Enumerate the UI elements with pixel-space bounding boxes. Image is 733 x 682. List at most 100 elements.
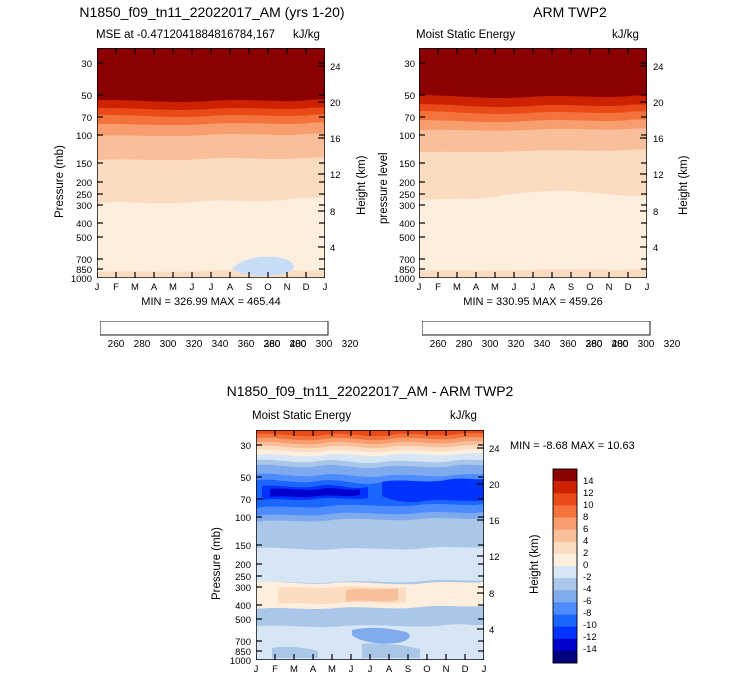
p1-cb-400: 320 [185, 339, 203, 350]
p2-h-20: 20 [653, 98, 664, 109]
p3-cb-m4: -4 [583, 584, 592, 595]
p1-month: J [208, 282, 214, 293]
p3-tick-700: 700 [235, 637, 251, 648]
p1-tick-300: 300 [76, 201, 92, 212]
panel-model-title: N1850_f09_tn11_22022017_AM (yrs 1-20) [79, 4, 345, 20]
panel-model-plot [97, 48, 325, 278]
p3-month: J [348, 664, 354, 675]
p3-month: A [385, 664, 393, 675]
p1-tick-1000: 1000 [70, 274, 92, 285]
p3-tick-300: 300 [235, 583, 251, 594]
p2-h-16: 16 [653, 134, 664, 145]
p2-tick-70: 70 [404, 113, 415, 124]
p1-tick-400: 400 [76, 219, 92, 230]
p1-tick-250: 250 [76, 190, 92, 201]
p1-month: A [150, 282, 158, 293]
p1-cb-320: 320 [341, 339, 359, 350]
p2-month: J [416, 282, 422, 293]
p2-month: S [567, 282, 575, 293]
p1-cb-e2: 360 [237, 339, 255, 350]
p3-cb-4: 4 [583, 536, 589, 547]
p1-month: A [226, 282, 234, 293]
p3-tick-100: 100 [235, 513, 251, 524]
p3-cb-m14: -14 [583, 644, 597, 655]
p1-month: F [113, 282, 119, 293]
p1-cb-340: 260 [107, 339, 125, 350]
p2-tick-1000: 1000 [393, 274, 415, 285]
p1-cb-280: 280 [289, 339, 307, 350]
p2-month: A [548, 282, 556, 293]
p3-month: F [272, 664, 278, 675]
p3-month: J [367, 664, 373, 675]
panel-model-ylabel-right: Height (km) [356, 155, 368, 215]
panel-obs-subtitle-left: Moist Static Energy [416, 29, 516, 41]
p3-cb-14: 14 [583, 476, 594, 487]
p1-month: J [189, 282, 195, 293]
p2-cb-e2: 360 [559, 339, 577, 350]
panel-diff-subtitle-left: Moist Static Energy [252, 410, 352, 422]
p2-month: J [644, 282, 650, 293]
p2-month: A [472, 282, 480, 293]
p1-tick-70: 70 [81, 113, 92, 124]
p1-h-8: 8 [330, 207, 336, 218]
p2-tick-700: 700 [399, 255, 415, 266]
p2-h-12: 12 [653, 170, 664, 181]
p1-month: J [322, 282, 328, 293]
p3-cb-m10: -10 [583, 620, 597, 631]
p1-cb-360: 280 [133, 339, 151, 350]
p2-tick-50: 50 [404, 91, 415, 102]
p3-tick-500: 500 [235, 615, 251, 626]
p2-month: M [491, 282, 499, 293]
p1-tick-50: 50 [81, 91, 92, 102]
p2-tick-500: 500 [399, 233, 415, 244]
p1-tick-850: 850 [76, 265, 92, 276]
p2-tick-400: 400 [399, 219, 415, 230]
p1-h-20: 20 [330, 98, 341, 109]
p3-cb-8: 8 [583, 512, 589, 523]
p1-month: S [245, 282, 253, 293]
p1-tick-500: 500 [76, 233, 92, 244]
p2-tick-100: 100 [399, 131, 415, 142]
panel-model-colorbar [100, 321, 329, 336]
p3-cb-m8: -8 [583, 608, 592, 619]
p1-cb-e1: 340 [211, 339, 229, 350]
p3-month: N [442, 664, 450, 675]
p3-cb-0: 0 [583, 560, 589, 571]
p2-cb-320: 320 [663, 339, 681, 350]
panel-diff-title: N1850_f09_tn11_22022017_AM - ARM TWP2 [226, 383, 514, 399]
p1-cb-e4: 400 [289, 339, 307, 350]
p3-tick-50: 50 [240, 473, 251, 484]
p2-month: D [624, 282, 632, 293]
p2-cb-260: 260 [585, 339, 603, 350]
p2-cb-e1: 340 [533, 339, 551, 350]
p3-month: J [481, 664, 487, 675]
p3-tick-400: 400 [235, 601, 251, 612]
p3-tick-250: 250 [235, 572, 251, 583]
panel-obs-subtitle-right: kJ/kg [612, 29, 639, 41]
panel-obs-colorbar [422, 321, 651, 336]
panel-diff-minmax: MIN = -8.68 MAX = 10.63 [510, 440, 635, 452]
p3-cb-m6: -6 [583, 596, 592, 607]
p3-month: A [309, 664, 317, 675]
p3-h-16: 16 [489, 516, 500, 527]
p1-tick-150: 150 [76, 159, 92, 170]
p3-cb-m2: -2 [583, 572, 592, 583]
p3-month: M [290, 664, 298, 675]
p2-tick-850: 850 [399, 265, 415, 276]
panel-diff-subtitle-right: kJ/kg [450, 410, 477, 422]
p1-month: N [283, 282, 291, 293]
p2-month: J [530, 282, 536, 293]
p3-cb-6: 6 [583, 524, 589, 535]
p3-cb-10: 10 [583, 500, 594, 511]
p1-h-16: 16 [330, 134, 341, 145]
p3-h-8: 8 [489, 589, 495, 600]
p2-tick-200: 200 [399, 178, 415, 189]
p2-h-8: 8 [653, 207, 659, 218]
p3-tick-70: 70 [240, 495, 251, 506]
p1-cb-e3: 380 [263, 339, 281, 350]
p3-tick-30: 30 [240, 441, 251, 452]
p2-month: O [586, 282, 594, 293]
p2-h-4: 4 [653, 243, 659, 254]
p1-tick-700: 700 [76, 255, 92, 266]
p3-month: S [404, 664, 412, 675]
